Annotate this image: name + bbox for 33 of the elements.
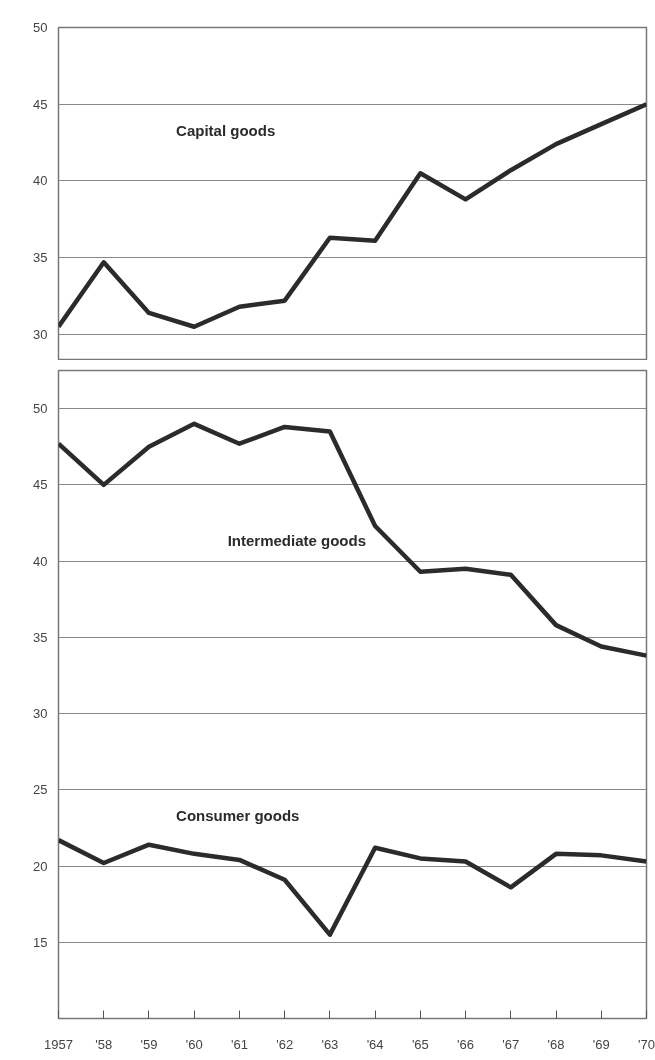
x-tick-label: '64 — [366, 1036, 384, 1052]
x-tick-label: '68 — [547, 1036, 565, 1052]
series-label: Intermediate goods — [227, 531, 367, 549]
y-tick-label: 35 — [33, 629, 48, 645]
y-tick-label: 30 — [33, 706, 48, 722]
y-tick-label: 25 — [33, 782, 48, 798]
y-tick-label: 50 — [33, 20, 48, 35]
line-series — [58, 101, 647, 329]
x-tick-label: '60 — [185, 1036, 203, 1052]
x-tick-label: '58 — [95, 1036, 113, 1052]
x-tick-label: '67 — [502, 1036, 520, 1052]
y-tick-label: 45 — [33, 96, 48, 112]
x-tick-label: '62 — [276, 1036, 294, 1052]
line-series — [58, 837, 647, 937]
y-tick-label: 15 — [33, 934, 48, 950]
line-series — [58, 421, 647, 658]
x-tick-label: '66 — [457, 1036, 475, 1052]
x-tick-label: '69 — [592, 1036, 610, 1052]
y-tick-label: 30 — [33, 326, 48, 342]
x-tick-label: '59 — [140, 1036, 158, 1052]
x-tick-label: '61 — [230, 1036, 248, 1052]
x-tick-label: 1957 — [44, 1036, 73, 1052]
y-tick-label: 35 — [33, 250, 48, 266]
x-tick-label: '65 — [411, 1036, 429, 1052]
y-tick-label: 40 — [33, 173, 48, 189]
y-tick-label: 45 — [33, 477, 48, 493]
series-label: Consumer goods — [176, 807, 300, 825]
y-tick-label: 40 — [33, 553, 48, 569]
y-tick-label: 50 — [33, 401, 48, 417]
y-tick-label: 20 — [33, 858, 48, 874]
x-tick-label: '70 — [638, 1036, 655, 1052]
x-tick-label: '63 — [321, 1036, 339, 1052]
text: Capital goods — [176, 122, 276, 140]
